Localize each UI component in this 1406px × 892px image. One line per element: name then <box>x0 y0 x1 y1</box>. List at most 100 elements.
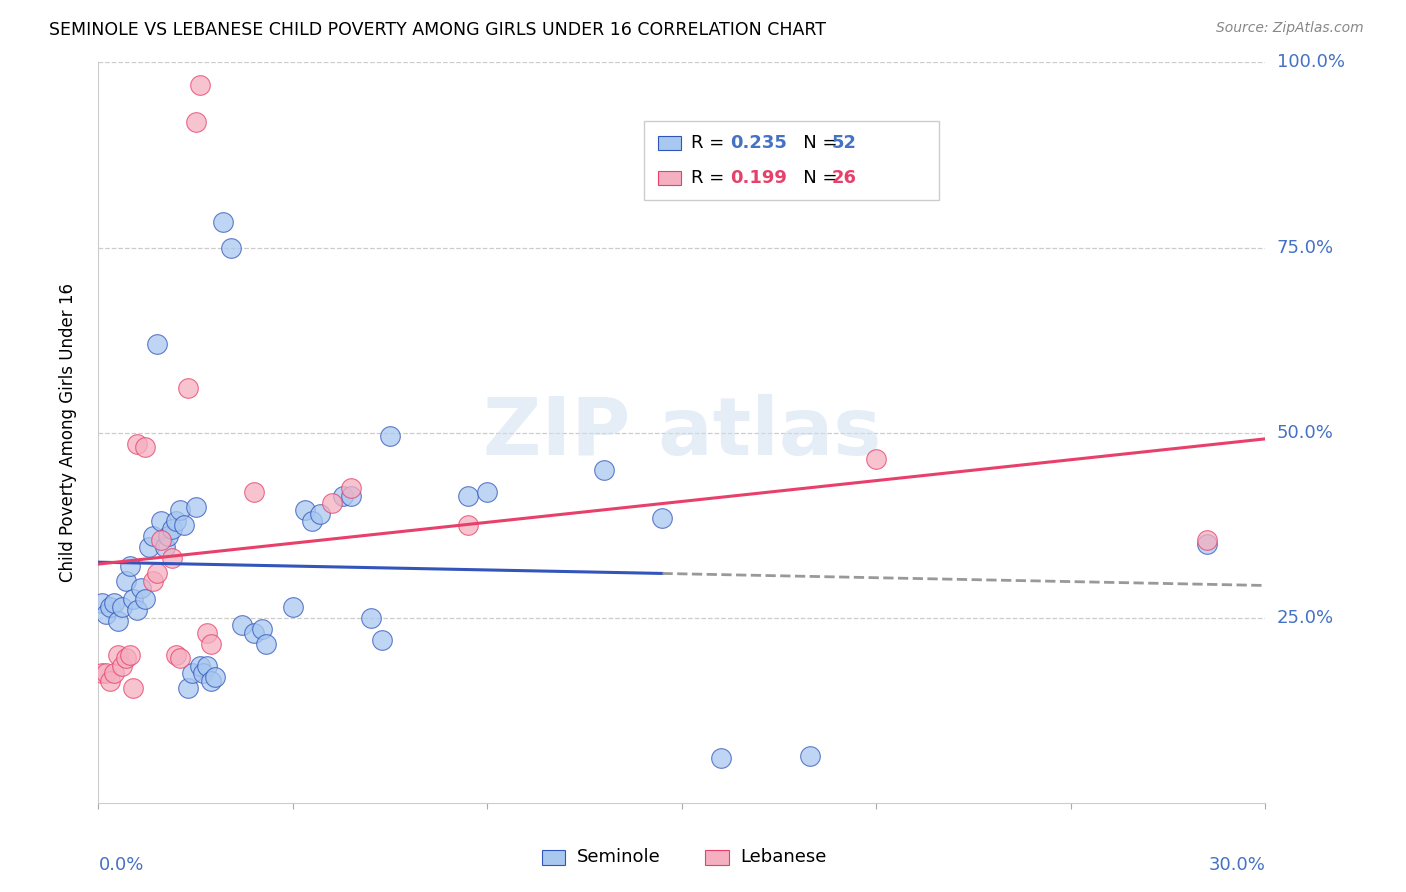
Point <box>204 670 226 684</box>
Point <box>177 681 200 695</box>
Point <box>340 481 363 495</box>
Text: 50.0%: 50.0% <box>1277 424 1333 442</box>
Point <box>360 610 382 624</box>
Point <box>250 622 273 636</box>
Point <box>301 515 323 529</box>
Point <box>173 518 195 533</box>
Point <box>371 632 394 647</box>
Point <box>118 648 141 662</box>
Point <box>165 515 187 529</box>
Point <box>107 615 129 629</box>
Text: 30.0%: 30.0% <box>1209 855 1265 873</box>
Point <box>200 637 222 651</box>
Text: ZIP atlas: ZIP atlas <box>482 393 882 472</box>
Point <box>1195 533 1218 547</box>
Point <box>103 666 125 681</box>
Point <box>98 599 121 614</box>
Point <box>134 592 156 607</box>
Point <box>184 500 207 514</box>
Point <box>162 551 184 566</box>
Point <box>799 749 821 764</box>
Text: Seminole: Seminole <box>576 848 661 866</box>
Point <box>457 489 479 503</box>
Point <box>127 603 149 617</box>
Point <box>91 666 114 681</box>
Text: Source: ZipAtlas.com: Source: ZipAtlas.com <box>1216 21 1364 35</box>
Point <box>184 114 207 128</box>
FancyBboxPatch shape <box>541 850 565 865</box>
Text: N =: N = <box>786 169 844 186</box>
Point <box>188 78 211 92</box>
Point <box>122 681 145 695</box>
Point <box>107 648 129 662</box>
Point <box>243 625 266 640</box>
Point <box>231 618 253 632</box>
Point <box>149 515 172 529</box>
Text: 75.0%: 75.0% <box>1277 238 1334 257</box>
Text: 0.235: 0.235 <box>730 134 787 152</box>
Point <box>254 637 277 651</box>
Point <box>111 599 134 614</box>
Point <box>219 240 242 255</box>
Point <box>149 533 172 547</box>
Point <box>118 558 141 573</box>
Point <box>162 522 184 536</box>
Point <box>91 596 114 610</box>
Text: R =: R = <box>690 134 730 152</box>
Point <box>169 651 191 665</box>
Point <box>169 503 191 517</box>
Text: 100.0%: 100.0% <box>1277 54 1344 71</box>
Y-axis label: Child Poverty Among Girls Under 16: Child Poverty Among Girls Under 16 <box>59 283 77 582</box>
Point <box>1195 536 1218 550</box>
Point <box>294 503 316 517</box>
Point <box>593 462 616 476</box>
Point <box>195 658 218 673</box>
Point <box>98 673 121 688</box>
Point <box>134 441 156 455</box>
Text: 0.0%: 0.0% <box>98 855 143 873</box>
Point <box>380 429 402 443</box>
Point <box>710 751 733 765</box>
Point <box>122 592 145 607</box>
Point <box>281 599 304 614</box>
Point <box>153 541 176 555</box>
Point <box>127 436 149 450</box>
Point <box>114 574 136 588</box>
Text: N =: N = <box>786 134 844 152</box>
Point <box>865 451 887 466</box>
Point <box>142 529 165 543</box>
FancyBboxPatch shape <box>706 850 728 865</box>
Point <box>243 484 266 499</box>
Point <box>177 381 200 395</box>
Point <box>146 566 169 581</box>
Text: 0.199: 0.199 <box>730 169 787 186</box>
Point <box>180 666 202 681</box>
Point <box>193 666 215 681</box>
Text: SEMINOLE VS LEBANESE CHILD POVERTY AMONG GIRLS UNDER 16 CORRELATION CHART: SEMINOLE VS LEBANESE CHILD POVERTY AMONG… <box>49 21 827 38</box>
Point <box>340 489 363 503</box>
Point <box>114 651 136 665</box>
Text: Lebanese: Lebanese <box>741 848 827 866</box>
Text: R =: R = <box>690 169 730 186</box>
Point <box>142 574 165 588</box>
Point <box>457 518 479 533</box>
Point <box>157 529 180 543</box>
Text: 26: 26 <box>831 169 856 186</box>
Point <box>138 541 160 555</box>
Point <box>188 658 211 673</box>
Point <box>146 336 169 351</box>
Text: 25.0%: 25.0% <box>1277 608 1334 627</box>
Point <box>96 607 118 621</box>
Point <box>309 507 332 521</box>
Point <box>332 489 354 503</box>
Point <box>96 666 118 681</box>
Point <box>477 484 499 499</box>
Point <box>129 581 152 595</box>
Point <box>165 648 187 662</box>
Point <box>103 596 125 610</box>
Point <box>321 496 343 510</box>
Point <box>200 673 222 688</box>
Point <box>212 214 235 228</box>
Text: 52: 52 <box>831 134 856 152</box>
Point <box>111 658 134 673</box>
